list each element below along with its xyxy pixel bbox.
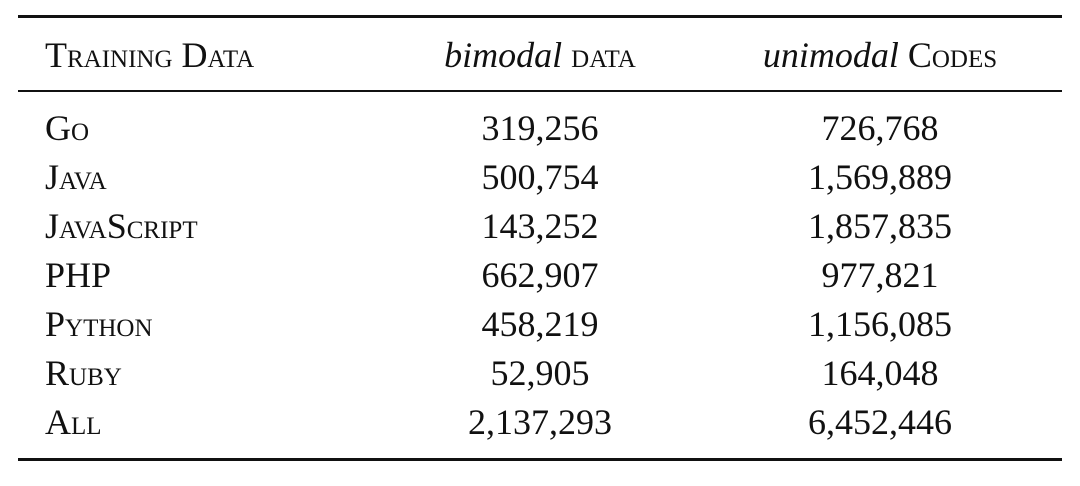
- language: Java: [45, 157, 107, 197]
- language: Go: [45, 108, 90, 148]
- count: 1,156,085: [808, 304, 952, 344]
- top-rule: [18, 15, 1062, 18]
- count: 662,907: [481, 255, 599, 295]
- header-text: unimodal: [762, 35, 899, 75]
- language: Ruby: [45, 353, 122, 393]
- language: All: [45, 402, 102, 442]
- bottom-rule: [18, 458, 1062, 461]
- count: 726,768: [821, 108, 939, 148]
- count: 6,452,446: [808, 402, 952, 442]
- count: 164,048: [821, 353, 939, 393]
- header-text: Codes: [907, 35, 998, 75]
- header-text: Training Data: [45, 35, 255, 75]
- language: PHP: [45, 255, 112, 295]
- language: JavaScript: [45, 206, 198, 246]
- language: Python: [45, 304, 153, 344]
- count: 977,821: [821, 255, 939, 295]
- count: 143,252: [481, 206, 599, 246]
- header-text: data: [571, 35, 636, 75]
- count: 1,857,835: [808, 206, 952, 246]
- header-cell: Training Data: [45, 35, 254, 75]
- header-text: bimodal: [444, 35, 563, 75]
- header-rule: [18, 90, 1062, 92]
- header-cell: unimodal Codes: [763, 35, 997, 75]
- count: 52,905: [490, 353, 590, 393]
- count: 319,256: [481, 108, 599, 148]
- count: 1,569,889: [808, 157, 952, 197]
- header-cell: bimodal data: [444, 35, 636, 75]
- count: 500,754: [481, 157, 599, 197]
- count: 458,219: [481, 304, 599, 344]
- count: 2,137,293: [468, 402, 612, 442]
